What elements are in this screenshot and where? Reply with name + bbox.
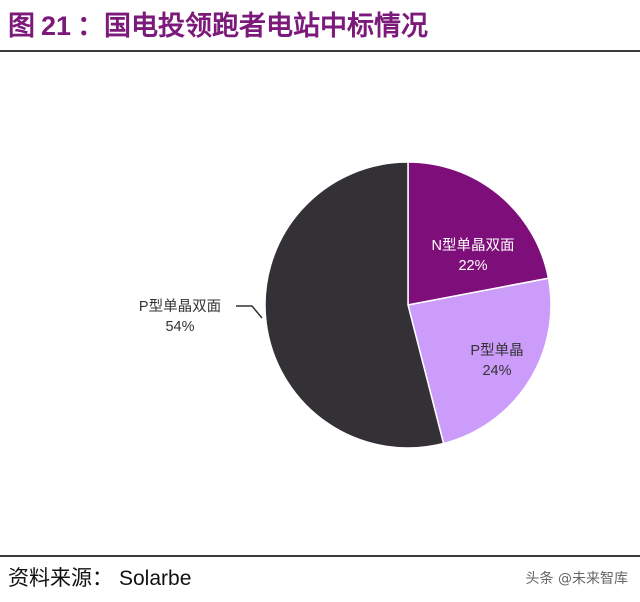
slice-value-label-1: 22% xyxy=(458,258,487,274)
watermark: 头条 @未来智库 xyxy=(526,568,628,588)
figure-number: 21 xyxy=(41,11,72,41)
slice-value-label-3: 54% xyxy=(165,319,194,335)
slice-label-1: N型单晶双面 xyxy=(432,237,515,254)
pie-chart: N型单晶双面 22% P型单晶 24% P型单晶双面 54% xyxy=(139,161,552,449)
slice-value-label-2: 24% xyxy=(482,363,511,379)
slice-label-3: P型单晶双面 xyxy=(139,298,221,315)
watermark-text: 头条 @未来智库 xyxy=(525,571,628,587)
figure-title: 图 21 ：国电投领跑者电站中标情况 xyxy=(8,6,428,46)
pie-slice-3 xyxy=(264,161,445,449)
source-line: 资料来源： Solarbe xyxy=(8,562,191,592)
figure-title-text: ：国电投领跑者电站中标情况 xyxy=(77,11,429,42)
pie-slice-1 xyxy=(407,161,550,306)
source-name: Solarbe xyxy=(119,567,192,590)
figure-prefix: 图 xyxy=(8,11,35,42)
title-divider xyxy=(0,50,640,52)
pie-slice-2 xyxy=(407,277,552,445)
source-label: 资料来源： xyxy=(8,566,113,590)
leader-line xyxy=(236,305,263,319)
source-divider xyxy=(0,555,640,557)
slice-label-2: P型单晶 xyxy=(470,342,523,359)
